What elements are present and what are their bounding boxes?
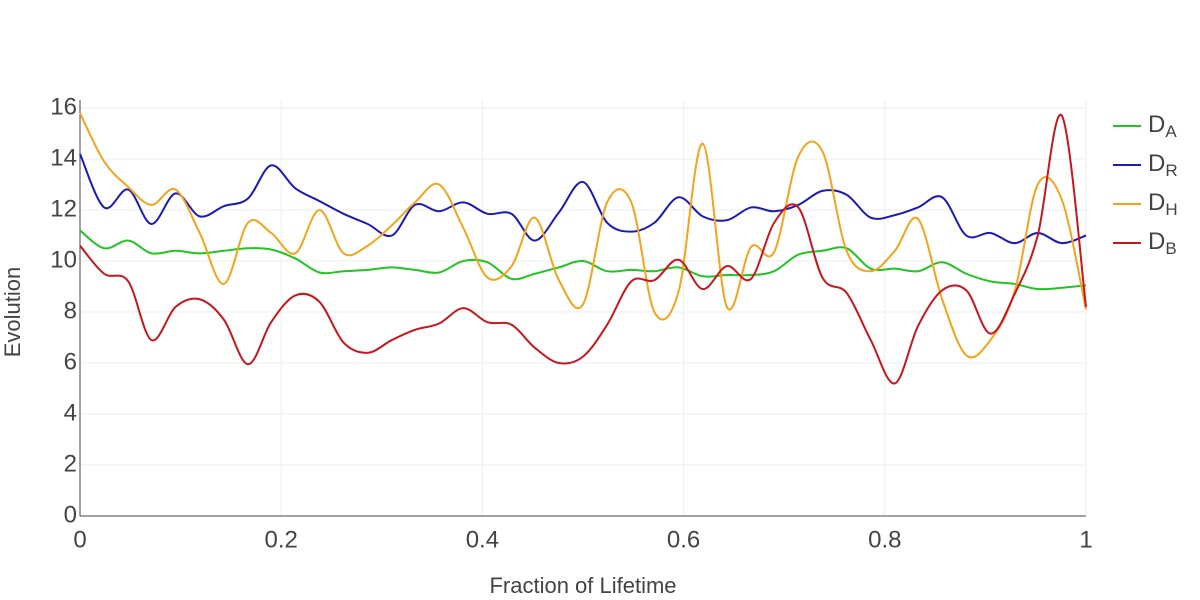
legend-subscript: B <box>1165 239 1176 258</box>
x-tick-label: 0 <box>73 526 86 553</box>
legend-name: D <box>1148 228 1165 255</box>
y-tick-label: 6 <box>64 348 77 375</box>
y-tick-label: 4 <box>64 399 77 426</box>
y-tick-label: 2 <box>64 450 77 477</box>
series-line <box>79 112 1087 359</box>
x-tick-label: 0.2 <box>265 526 298 553</box>
y-axis-label: Evolution <box>0 267 25 358</box>
x-tick-label: 0.4 <box>466 526 499 553</box>
x-tick-label: 0.8 <box>868 526 901 553</box>
series-line <box>79 153 1087 245</box>
x-axis-label: Fraction of Lifetime <box>489 573 676 598</box>
y-tick-label: 16 <box>50 93 77 120</box>
y-tick-label: 12 <box>50 195 77 222</box>
y-tick-label: 10 <box>50 246 77 273</box>
y-tick-label: 8 <box>64 297 77 324</box>
legend-label: DR <box>1148 150 1178 180</box>
legend-name: D <box>1148 150 1165 177</box>
series-line <box>79 113 1087 385</box>
x-tick-label: 0.6 <box>667 526 700 553</box>
legend-name: D <box>1148 189 1165 216</box>
y-tick-label: 0 <box>64 501 77 528</box>
series-line <box>79 229 1087 291</box>
legend-label: DH <box>1148 189 1178 219</box>
legend-subscript: A <box>1165 122 1177 141</box>
y-tick-label: 14 <box>50 144 77 171</box>
legend-subscript: H <box>1165 200 1177 219</box>
legend-label: DA <box>1148 111 1177 141</box>
x-tick-label: 1 <box>1079 526 1092 553</box>
legend-subscript: R <box>1165 161 1177 180</box>
legend-name: D <box>1148 111 1165 138</box>
legend-label: DB <box>1148 228 1177 258</box>
